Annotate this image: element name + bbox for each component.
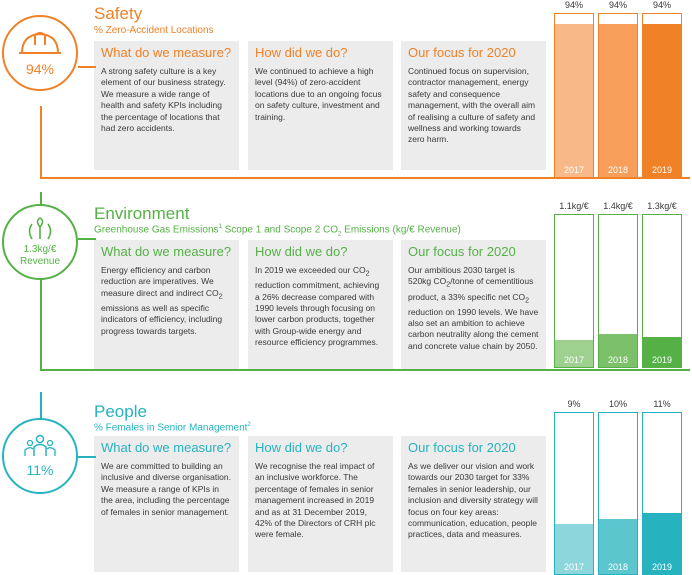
safety-badge: 94% <box>2 15 78 91</box>
safety-section: 94% Safety % Zero-Accident Locations Wha… <box>0 0 692 180</box>
environment-bar-label-2018: 1.4kg/€ <box>603 201 633 211</box>
card-heading: Our focus for 2020 <box>408 440 516 455</box>
environment-bar-2018: 2018 <box>598 214 638 368</box>
environment-card-focus: Our focus for 2020 Our ambitious 2030 ta… <box>401 240 546 370</box>
people-section: 11% People % Females in Senior Managemen… <box>0 392 692 575</box>
card-heading: Our focus for 2020 <box>408 244 516 259</box>
people-group-icon <box>24 434 56 456</box>
safety-card-result: How did we do? We continued to achieve a… <box>248 41 393 170</box>
environment-vline-top <box>40 192 42 212</box>
card-heading: How did we do? <box>255 244 348 259</box>
safety-bar-year-2018: 2018 <box>607 165 629 175</box>
people-bar-2019: 2019 <box>642 412 682 575</box>
people-bar-label-2017: 9% <box>567 399 581 409</box>
environment-bar-fill-2017 <box>555 339 593 367</box>
safety-divider <box>40 177 690 179</box>
people-bar-fill-2017 <box>555 524 593 574</box>
card-body: We recognise the real impact of an inclu… <box>255 461 376 540</box>
environment-bar-year-2017: 2017 <box>563 355 585 365</box>
safety-bar-2019: 2019 <box>642 13 682 178</box>
card-body: In 2019 we exceeded our CO2 reduction co… <box>255 265 380 348</box>
card-body: As we deliver our vision and work toward… <box>408 461 538 540</box>
people-bar-year-2018: 2018 <box>607 562 629 572</box>
safety-bar-label-2019: 94% <box>652 0 671 10</box>
card-heading: Our focus for 2020 <box>408 45 516 60</box>
safety-bar-label-2017: 94% <box>564 0 583 10</box>
leaves-icon <box>28 216 52 239</box>
safety-connector <box>78 66 96 68</box>
card-heading: What do we measure? <box>101 45 232 60</box>
people-card-focus: Our focus for 2020 As we deliver our vis… <box>401 436 546 572</box>
card-body: Continued focus on supervision, contract… <box>408 66 536 145</box>
safety-bar-fill-2018 <box>599 23 637 177</box>
people-card-result: How did we do? We recognise the real imp… <box>248 436 393 572</box>
card-body: Our ambitious 2030 target is 520kg CO2/t… <box>408 265 539 351</box>
card-heading: What do we measure? <box>101 440 232 455</box>
environment-bar-label-2017: 1.1kg/€ <box>559 201 589 211</box>
safety-title: Safety <box>94 4 143 23</box>
environment-metric-value: 1.3kg/€ <box>23 243 57 255</box>
environment-bar-2017: 2017 <box>554 214 594 368</box>
safety-bar-fill-2017 <box>555 23 593 177</box>
card-heading: How did we do? <box>255 440 348 455</box>
safety-bar-2018: 2018 <box>598 13 638 178</box>
hard-hat-icon <box>19 32 61 54</box>
safety-metric: 94% <box>25 61 55 77</box>
people-subtitle: % Females in Senior Management2 <box>94 422 251 434</box>
safety-subtitle: % Zero-Accident Locations <box>94 25 214 36</box>
people-vline-top <box>40 392 42 420</box>
card-body: We are committed to building an inclusiv… <box>101 461 231 517</box>
environment-divider <box>40 369 690 371</box>
people-title: People <box>94 402 147 421</box>
safety-bar-2017: 2017 <box>554 13 594 178</box>
environment-bar-2019: 2019 <box>642 214 682 368</box>
environment-connector <box>78 238 96 240</box>
card-body: We continued to achieve a high level (94… <box>255 66 382 122</box>
people-bar-year-2019: 2019 <box>651 562 673 572</box>
environment-card-result: How did we do? In 2019 we exceeded our C… <box>248 240 393 370</box>
environment-subtitle: Greenhouse Gas Emissions1 Scope 1 and Sc… <box>94 224 461 238</box>
people-badge: 11% <box>2 418 78 494</box>
people-connector <box>78 456 96 458</box>
environment-bar-label-2019: 1.3kg/€ <box>647 201 677 211</box>
environment-section: 1.3kg/€ Revenue Environment Greenhouse G… <box>0 192 692 372</box>
environment-badge: 1.3kg/€ Revenue <box>2 204 78 280</box>
people-bar-year-2017: 2017 <box>563 562 585 572</box>
environment-bar-fill-2019 <box>643 336 681 367</box>
environment-vline <box>40 278 42 370</box>
environment-metric-unit: Revenue <box>19 255 61 267</box>
card-heading: How did we do? <box>255 45 348 60</box>
people-metric: 11% <box>26 462 54 478</box>
people-bar-fill-2018 <box>599 519 637 574</box>
environment-title: Environment <box>94 204 190 223</box>
people-bar-fill-2019 <box>643 512 681 574</box>
safety-bar-year-2017: 2017 <box>563 165 585 175</box>
card-heading: What do we measure? <box>101 244 232 259</box>
environment-card-measure: What do we measure? Energy efficiency an… <box>94 240 239 370</box>
people-card-measure: What do we measure? We are committed to … <box>94 436 239 572</box>
environment-bar-year-2019: 2019 <box>651 355 673 365</box>
safety-card-measure: What do we measure? A strong safety cult… <box>94 41 239 170</box>
environment-bar-fill-2018 <box>599 333 637 367</box>
people-bar-label-2019: 11% <box>653 399 671 409</box>
card-body: Energy efficiency and carbon reduction a… <box>101 265 223 336</box>
card-body: A strong safety culture is a key element… <box>101 66 226 134</box>
safety-bar-label-2018: 94% <box>608 0 627 10</box>
people-bar-2018: 2018 <box>598 412 638 575</box>
safety-card-focus: Our focus for 2020 Continued focus on su… <box>401 41 546 170</box>
safety-bar-fill-2019 <box>643 23 681 177</box>
environment-bar-year-2018: 2018 <box>607 355 629 365</box>
people-bar-2017: 2017 <box>554 412 594 575</box>
safety-bar-year-2019: 2019 <box>651 165 673 175</box>
people-bar-label-2018: 10% <box>608 399 627 409</box>
safety-vline <box>40 106 42 178</box>
